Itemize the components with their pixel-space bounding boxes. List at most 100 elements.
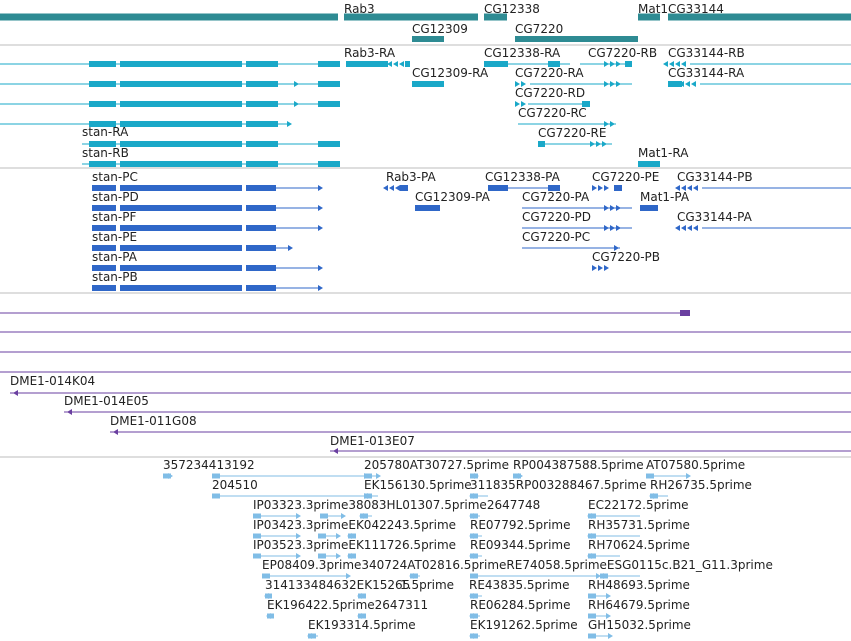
est-label[interactable]: EP08409.3prime340724AT02816.5primeRE7405… xyxy=(262,558,773,572)
gene-label[interactable]: CG7220 xyxy=(515,22,564,36)
clone-label[interactable]: DME1-011G08 xyxy=(110,414,197,428)
exon-block[interactable] xyxy=(246,265,276,271)
est-label[interactable]: 314133484632EK15265 xyxy=(265,578,411,592)
exon-block[interactable] xyxy=(415,205,440,211)
transcript-label[interactable]: CG12309-RA xyxy=(412,66,489,80)
est-label[interactable]: AT07580.5prime xyxy=(646,458,746,472)
exon-block[interactable] xyxy=(488,185,508,191)
exon-block[interactable] xyxy=(246,205,276,211)
gene-bar[interactable] xyxy=(344,13,478,21)
transcript-label[interactable]: CG33144-RB xyxy=(668,46,745,60)
protein-label[interactable]: CG7220-PD xyxy=(522,210,592,224)
protein-label[interactable]: CG7220-PC xyxy=(522,230,591,244)
est-label[interactable]: RH64679.5prime xyxy=(588,598,690,612)
exon-block[interactable] xyxy=(120,101,242,107)
est-block[interactable] xyxy=(364,473,372,479)
exon-block[interactable] xyxy=(538,141,545,147)
exon-block[interactable] xyxy=(120,185,242,191)
exon-block[interactable] xyxy=(318,141,340,147)
est-block[interactable] xyxy=(646,473,654,479)
exon-block[interactable] xyxy=(318,101,340,107)
gene-bar[interactable] xyxy=(668,13,851,21)
exon-block[interactable] xyxy=(92,285,116,291)
est-block[interactable] xyxy=(253,513,261,519)
protein-label[interactable]: stan-PF xyxy=(92,210,137,224)
protein-label[interactable]: Rab3-PA xyxy=(386,170,436,184)
clone-label[interactable]: DME1-013E07 xyxy=(330,434,415,448)
protein-label[interactable]: stan-PA xyxy=(92,250,137,264)
protein-label[interactable]: CG12338-PA xyxy=(485,170,560,184)
est-block[interactable] xyxy=(470,573,478,579)
est-label[interactable]: RE09344.5prime xyxy=(470,538,571,552)
est-label[interactable]: EK193314.5prime xyxy=(308,618,416,632)
exon-block[interactable] xyxy=(318,161,340,167)
gene-bar[interactable] xyxy=(412,36,444,42)
exon-block[interactable] xyxy=(246,101,278,107)
exon-block[interactable] xyxy=(92,225,116,231)
protein-label[interactable]: CG33144-PB xyxy=(677,170,753,184)
exon-block[interactable] xyxy=(120,121,242,127)
est-label[interactable]: IP03523.3primeEK111726.5prime xyxy=(253,538,457,552)
clone-label[interactable]: DME1-014K04 xyxy=(10,374,96,388)
gene-bar[interactable] xyxy=(638,13,660,21)
exon-block[interactable] xyxy=(89,81,116,87)
est-label[interactable]: RE43835.5prime xyxy=(469,578,570,592)
transcript-label[interactable]: Mat1-RA xyxy=(638,146,689,160)
exon-block[interactable] xyxy=(246,141,278,147)
est-block[interactable] xyxy=(588,633,596,639)
protein-label[interactable]: CG12309-PA xyxy=(415,190,490,204)
exon-block[interactable] xyxy=(89,61,116,67)
transcript-label[interactable]: Rab3-RA xyxy=(344,46,396,60)
est-label[interactable]: 357234413192 xyxy=(163,458,255,472)
exon-block[interactable] xyxy=(92,205,116,211)
protein-label[interactable]: CG7220-PE xyxy=(592,170,660,184)
est-block[interactable] xyxy=(253,533,261,539)
est-label[interactable]: EC22172.5prime xyxy=(588,498,689,512)
exon-block[interactable] xyxy=(484,61,508,67)
est-label[interactable]: RE06284.5prime xyxy=(470,598,571,612)
exon-block[interactable] xyxy=(89,141,116,147)
est-block[interactable] xyxy=(320,513,328,519)
exon-block[interactable] xyxy=(120,225,242,231)
exon-block[interactable] xyxy=(120,161,242,167)
protein-label[interactable]: stan-PE xyxy=(92,230,138,244)
est-label[interactable]: 205780AT30727.5prime xyxy=(364,458,509,472)
transcript-label[interactable]: CG7220-RD xyxy=(515,86,586,100)
est-block[interactable] xyxy=(513,473,521,479)
exon-block[interactable] xyxy=(625,61,632,67)
exon-block[interactable] xyxy=(318,81,340,87)
protein-label[interactable]: stan-PC xyxy=(92,170,138,184)
est-label[interactable]: IP03323.3prime38083HL01307.5prime2647748 xyxy=(253,498,541,512)
est-block[interactable] xyxy=(318,553,326,559)
protein-label[interactable]: CG33144-PA xyxy=(677,210,752,224)
gene-label[interactable]: CG12309 xyxy=(412,22,468,36)
est-block[interactable] xyxy=(318,533,326,539)
transcript-label[interactable]: CG7220-RA xyxy=(515,66,584,80)
est-label[interactable]: RH26735.5prime xyxy=(650,478,752,492)
est-block[interactable] xyxy=(212,473,220,479)
protein-label[interactable]: Mat1-PA xyxy=(640,190,690,204)
est-label[interactable]: 204510 xyxy=(212,478,258,492)
exon-block[interactable] xyxy=(346,61,388,67)
exon-block[interactable] xyxy=(120,265,242,271)
transcript-label[interactable]: CG33144-RA xyxy=(668,66,745,80)
est-label[interactable]: RP004387588.5prime xyxy=(513,458,644,472)
est-label[interactable]: RH70624.5prime xyxy=(588,538,690,552)
exon-block[interactable] xyxy=(246,61,278,67)
est-block[interactable] xyxy=(253,553,261,559)
est-label[interactable]: 1.5prime xyxy=(400,578,455,592)
protein-label[interactable]: CG7220-PA xyxy=(522,190,590,204)
exon-block[interactable] xyxy=(318,61,340,67)
est-label[interactable]: 311835RP003288467.5prime xyxy=(470,478,647,492)
exon-block[interactable] xyxy=(548,61,560,67)
exon-block[interactable] xyxy=(246,225,276,231)
exon-block[interactable] xyxy=(405,61,410,67)
exon-block[interactable] xyxy=(246,121,278,127)
est-block[interactable] xyxy=(163,473,171,479)
exon-block[interactable] xyxy=(582,101,590,107)
transcript-label[interactable]: CG7220-RC xyxy=(518,106,587,120)
exon-block[interactable] xyxy=(120,81,242,87)
protein-label[interactable]: stan-PD xyxy=(92,190,139,204)
exon-block[interactable] xyxy=(246,245,276,251)
